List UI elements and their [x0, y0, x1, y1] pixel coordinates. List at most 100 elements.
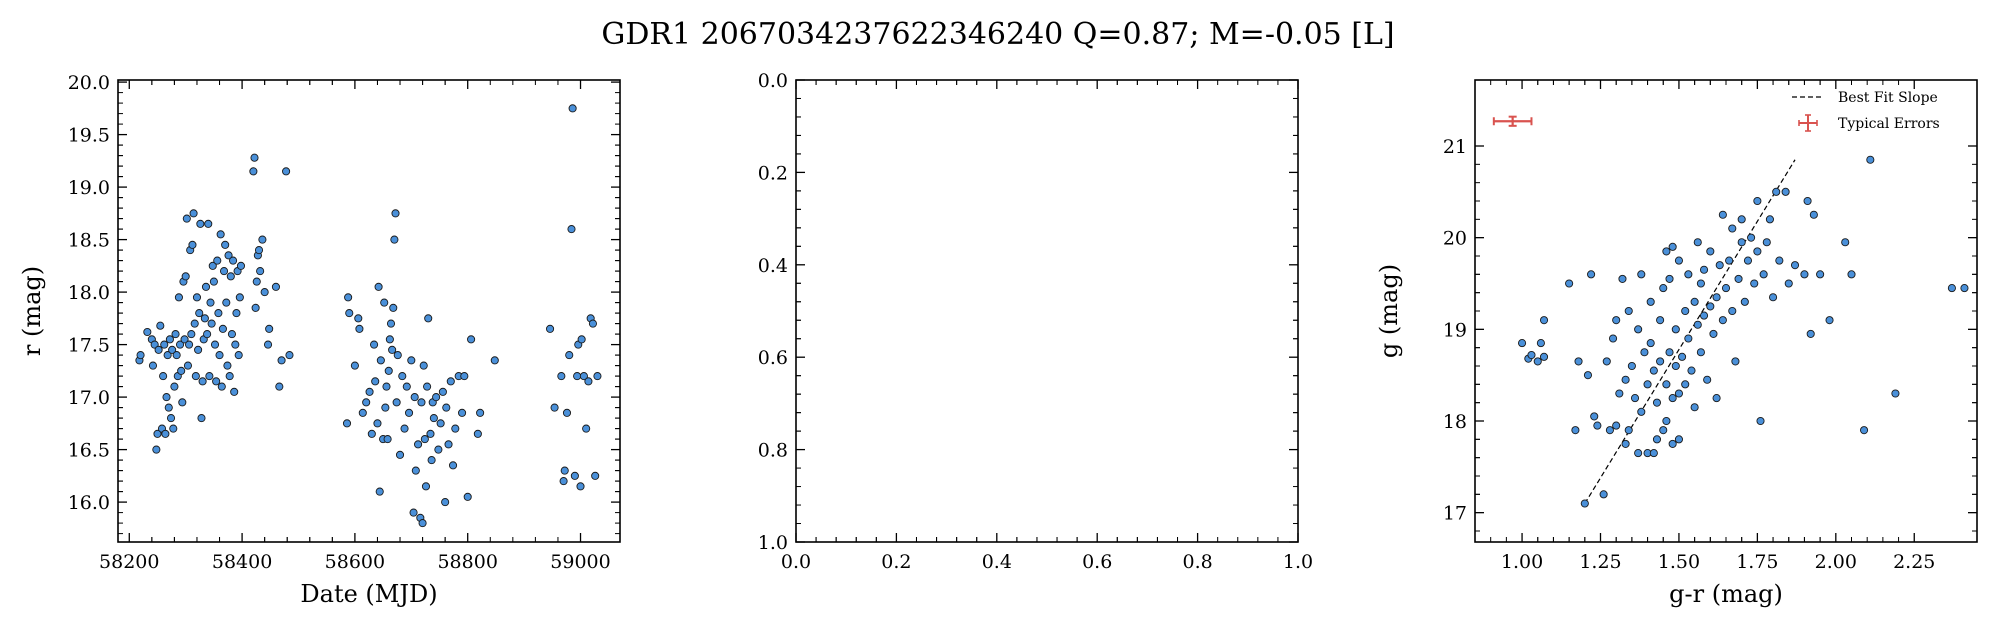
data-point [265, 324, 274, 333]
data-point [231, 340, 240, 349]
axes-r-vs-date: 58200 58400 58600 58800 59000 16.0 16.5 17.0 17.… [18, 72, 621, 608]
data-point [458, 408, 467, 417]
data-point [1527, 350, 1536, 360]
data-point [152, 445, 161, 454]
data-point [584, 377, 593, 386]
data-point [1630, 394, 1640, 403]
y-tick-label: 17.5 [68, 335, 110, 357]
data-point [424, 314, 433, 323]
data-point [1609, 334, 1618, 343]
x-tick-label: 0.0 [781, 551, 811, 573]
y-tick-label: 19.5 [68, 125, 110, 147]
x-tick-label: 0.2 [881, 551, 911, 573]
axes-empty: 0.0 0.2 0.4 0.6 0.8 1.00.00.20.40.60.81.0 [758, 70, 1313, 573]
data-point [1640, 348, 1649, 357]
data-point [417, 398, 426, 407]
data-point [1652, 398, 1662, 407]
best-fit-line [1584, 159, 1796, 504]
data-point [215, 351, 224, 360]
data-point [375, 487, 384, 496]
data-point [1634, 449, 1643, 458]
data-point [1674, 435, 1683, 444]
y-tick-label: 18 [1443, 411, 1467, 433]
legend: Best Fit Slope Typical Errors [1792, 90, 1940, 132]
data-point [350, 361, 359, 370]
data-point [182, 214, 191, 223]
data-point [565, 351, 574, 360]
data-point [400, 424, 409, 433]
data-point [562, 408, 572, 417]
data-point [1690, 297, 1699, 306]
data-point [1772, 187, 1781, 196]
x-axis-label: g-r (mag) [1669, 580, 1783, 608]
data-point [260, 288, 269, 297]
data-point [1662, 380, 1671, 389]
data-point [221, 240, 230, 249]
data-point [203, 330, 212, 339]
data-point [1649, 449, 1658, 458]
data-point [171, 330, 180, 339]
x-tick-label: 1.50 [1658, 551, 1700, 573]
data-point [1671, 361, 1680, 371]
data-point [1612, 316, 1621, 325]
x-tick-label: 58400 [212, 551, 272, 573]
legend-label-best-fit: Best Fit Slope [1838, 90, 1938, 106]
data-point [258, 235, 267, 244]
data-point [1518, 339, 1527, 348]
data-point [197, 414, 206, 423]
data-point [1665, 348, 1674, 357]
data-point [1756, 416, 1765, 426]
x-tick-label: 0.4 [982, 551, 1012, 573]
legend-label-typical-errors: Typical Errors [1838, 116, 1940, 132]
data-point [208, 261, 217, 270]
y-tick-label: 19 [1443, 319, 1467, 341]
data-point [136, 351, 145, 360]
data-point [1806, 329, 1815, 338]
data-point [212, 377, 221, 386]
data-point [227, 330, 236, 339]
data-point [178, 398, 187, 407]
data-point [367, 429, 376, 438]
data-point [1571, 426, 1580, 435]
data-point [355, 324, 364, 333]
data-point [1737, 238, 1746, 247]
plot-frame [1474, 79, 1978, 543]
data-point [1790, 261, 1800, 270]
data-point [419, 361, 428, 370]
data-point [224, 251, 233, 260]
data-point [409, 508, 418, 517]
y-tick-label: 0.0 [758, 70, 788, 92]
data-point [588, 319, 597, 328]
data-point [183, 361, 192, 370]
data-point [189, 209, 198, 218]
data-point [1731, 357, 1740, 366]
data-point [1637, 407, 1646, 416]
data-point [1728, 306, 1737, 316]
data-point [559, 477, 568, 486]
data-point [1693, 238, 1702, 247]
data-point [196, 219, 205, 228]
data-point [448, 461, 458, 470]
data-point [254, 246, 264, 255]
y-tick-label: 20.0 [68, 72, 110, 94]
data-point [1891, 389, 1900, 398]
data-point [444, 440, 453, 449]
data-point [1583, 371, 1592, 380]
data-point [156, 321, 165, 330]
y-tick-label: 0.4 [758, 255, 788, 277]
data-point [550, 403, 559, 412]
data-point [1643, 380, 1652, 389]
data-point [282, 167, 291, 176]
data-point [252, 277, 261, 286]
data-point [271, 282, 280, 291]
data-point [1662, 416, 1671, 426]
x-tick-label: 2.00 [1815, 551, 1857, 573]
data-point [188, 240, 197, 249]
data-point [388, 345, 397, 354]
plot-frame [117, 79, 621, 543]
data-point [1769, 293, 1778, 302]
data-point [473, 429, 482, 438]
data-point [210, 340, 220, 349]
data-point [1699, 265, 1709, 274]
data-point [1750, 279, 1759, 288]
